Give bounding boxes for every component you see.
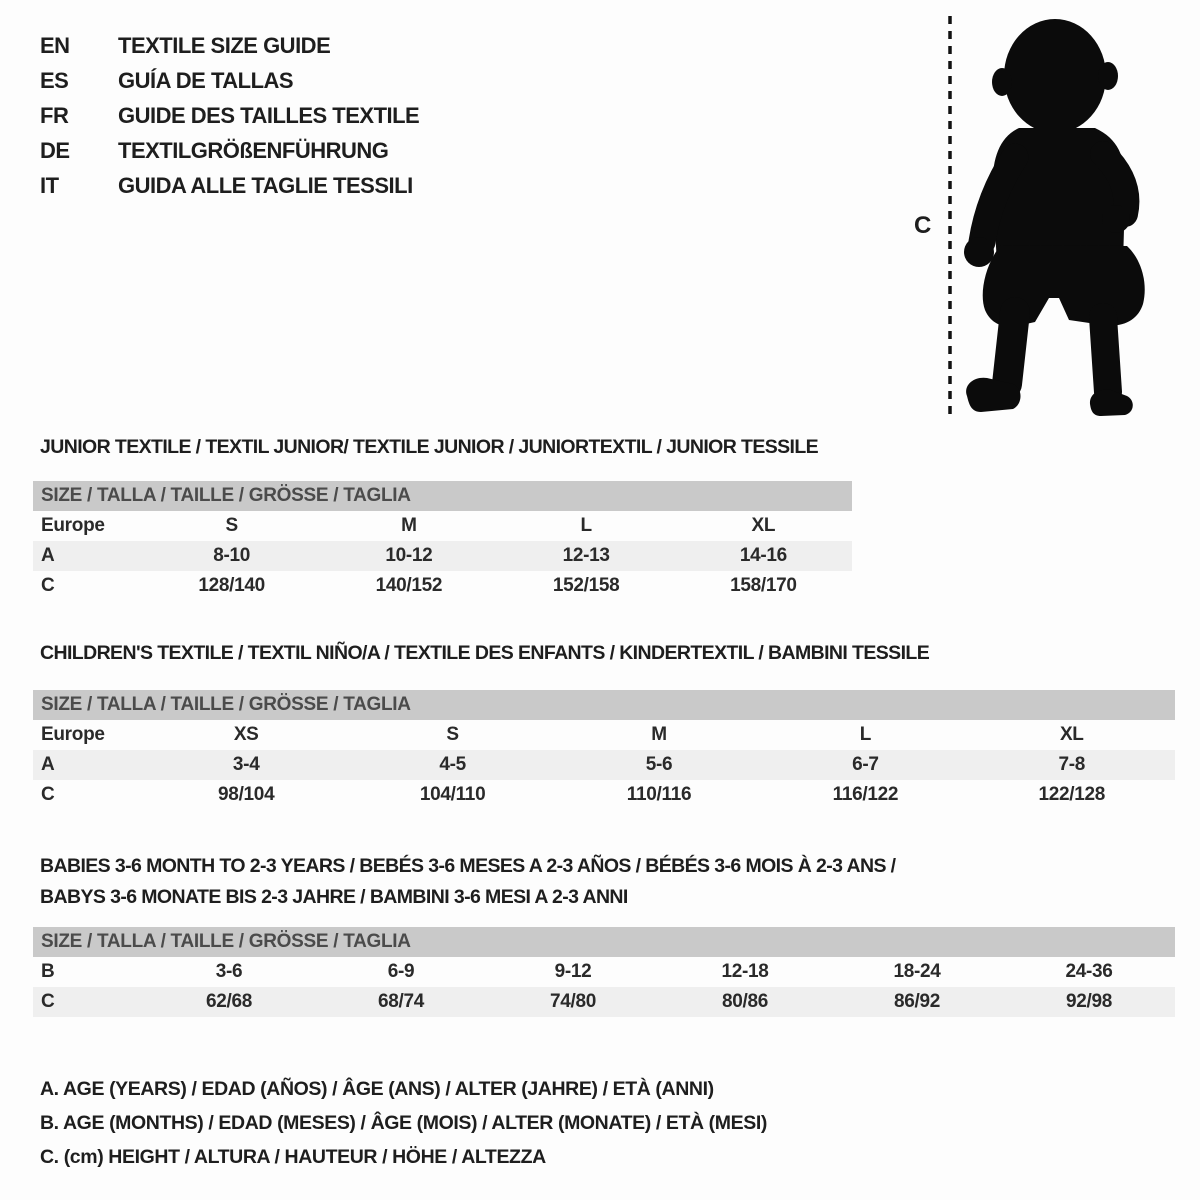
- cell: M: [401, 515, 417, 536]
- legend-line-b: B. AGE (MONTHS) / EDAD (MESES) / ÂGE (MO…: [40, 1112, 767, 1134]
- junior-size-table: SIZE / TALLA / TAILLE / GRÖSSE / TAGLIA …: [33, 481, 852, 601]
- language-row: DE TEXTILGRÖßENFÜHRUNG: [40, 133, 419, 168]
- legend-line-a: A. AGE (YEARS) / EDAD (AÑOS) / ÂGE (ANS)…: [40, 1078, 714, 1100]
- language-title: TEXTILE SIZE GUIDE: [118, 32, 331, 58]
- row-label: C: [41, 575, 55, 596]
- language-row: ES GUÍA DE TALLAS: [40, 63, 419, 98]
- table-row: A 3-4 4-5 5-6 6-7 7-8: [33, 750, 1175, 780]
- table-row: C 128/140 140/152 152/158 158/170: [33, 571, 852, 601]
- language-row: FR GUIDE DES TAILLES TEXTILE: [40, 98, 420, 133]
- table-row: A 8-10 10-12 12-13 14-16: [33, 541, 852, 571]
- cell: XL: [1059, 724, 1084, 745]
- babies-size-table: SIZE / TALLA / TAILLE / GRÖSSE / TAGLIA …: [33, 927, 1175, 1017]
- cell: 86/92: [893, 991, 941, 1012]
- cell: 92/98: [1065, 991, 1113, 1012]
- size-table-header: SIZE / TALLA / TAILLE / GRÖSSE / TAGLIA: [33, 481, 852, 511]
- language-code: DE: [40, 137, 70, 163]
- cell: 104/110: [419, 784, 486, 805]
- cell: L: [580, 515, 592, 536]
- legend-line-c: C. (cm) HEIGHT / ALTURA / HAUTEUR / HÖHE…: [40, 1146, 546, 1168]
- language-row: IT GUIDA ALLE TAGLIE TESSILI: [40, 168, 419, 203]
- cell: 140/152: [375, 575, 443, 596]
- section-title: JUNIOR TEXTILE / TEXTIL JUNIOR/ TEXTILE …: [40, 436, 819, 458]
- language-row: EN TEXTILE SIZE GUIDE: [40, 28, 419, 63]
- cell: 80/86: [721, 991, 769, 1012]
- language-title: GUIDE DES TAILLES TEXTILE: [118, 102, 420, 128]
- row-label: Europe: [41, 515, 105, 536]
- cell: L: [859, 724, 872, 745]
- row-label: C: [41, 991, 55, 1012]
- cell: 10-12: [385, 545, 433, 566]
- cell: S: [225, 515, 238, 536]
- language-title: GUÍA DE TALLAS: [118, 67, 294, 93]
- cell: 6-7: [852, 754, 879, 775]
- toddler-silhouette-shapes: [964, 19, 1145, 416]
- row-label: A: [41, 754, 55, 775]
- size-table-header: SIZE / TALLA / TAILLE / GRÖSSE / TAGLIA: [33, 690, 1175, 720]
- cell: 5-6: [645, 754, 673, 775]
- cell: 3-6: [215, 961, 243, 982]
- cell: XL: [751, 515, 776, 536]
- measurement-legend: A. AGE (YEARS) / EDAD (AÑOS) / ÂGE (ANS)…: [40, 1072, 767, 1174]
- cell: 14-16: [739, 545, 787, 566]
- cell: 158/170: [730, 575, 797, 596]
- cell: 8-10: [213, 545, 251, 566]
- height-dashed-line: [948, 16, 952, 416]
- language-code: FR: [40, 102, 69, 128]
- cell: XS: [233, 724, 259, 745]
- cell: M: [651, 724, 667, 745]
- section-childrens-textile: CHILDREN'S TEXTILE / TEXTIL NIÑO/A / TEX…: [33, 642, 1175, 810]
- cell: 24-36: [1065, 961, 1113, 982]
- cell: 110/116: [626, 784, 692, 805]
- cell: 152/158: [552, 575, 620, 596]
- cell: S: [446, 724, 459, 745]
- section-title-line2: BABYS 3-6 MONATE BIS 2-3 JAHRE / BAMBINI…: [40, 886, 628, 908]
- cell: 9-12: [554, 961, 592, 982]
- table-row: B 3-6 6-9 9-12 12-18 18-24 24-36: [33, 957, 1175, 987]
- section-title: CHILDREN'S TEXTILE / TEXTIL NIÑO/A / TEX…: [40, 642, 930, 664]
- cell: 4-5: [439, 754, 466, 775]
- height-measure-label: C: [914, 212, 932, 239]
- language-title: TEXTILGRÖßENFÜHRUNG: [118, 137, 389, 163]
- section-junior-textile: JUNIOR TEXTILE / TEXTIL JUNIOR/ TEXTILE …: [33, 436, 852, 601]
- row-label: C: [41, 784, 55, 805]
- language-list: EN TEXTILE SIZE GUIDE ES GUÍA DE TALLAS …: [40, 28, 420, 203]
- toddler-silhouette-icon: [964, 19, 1145, 416]
- cell: 68/74: [377, 991, 425, 1012]
- language-code: EN: [40, 32, 70, 58]
- table-row: C 98/104 104/110 110/116 116/122 122/128: [33, 780, 1175, 810]
- section-babies-textile: BABIES 3-6 MONTH TO 2-3 YEARS / BEBÉS 3-…: [33, 851, 1175, 1017]
- language-title: GUIDA ALLE TAGLIE TESSILI: [118, 172, 413, 198]
- cell: 62/68: [205, 991, 253, 1012]
- table-row: C 62/68 68/74 74/80 80/86 86/92 92/98: [33, 987, 1175, 1017]
- size-table-header: SIZE / TALLA / TAILLE / GRÖSSE / TAGLIA: [33, 927, 1175, 957]
- section-title: BABIES 3-6 MONTH TO 2-3 YEARS / BEBÉS 3-…: [33, 851, 1175, 913]
- cell: 74/80: [549, 991, 597, 1012]
- section-title-line1: BABIES 3-6 MONTH TO 2-3 YEARS / BEBÉS 3-…: [40, 855, 896, 877]
- cell: 6-9: [387, 961, 415, 982]
- row-label: A: [41, 545, 55, 566]
- language-code: IT: [40, 172, 59, 198]
- language-code: ES: [40, 67, 69, 93]
- cell: 122/128: [1038, 784, 1106, 805]
- cell: 7-8: [1058, 754, 1086, 775]
- cell: 12-13: [562, 545, 610, 566]
- cell: 12-18: [721, 961, 769, 982]
- row-label: Europe: [41, 724, 105, 745]
- cell: 128/140: [198, 575, 265, 596]
- children-size-table: SIZE / TALLA / TAILLE / GRÖSSE / TAGLIA …: [33, 690, 1175, 810]
- cell: 116/122: [832, 784, 899, 805]
- table-row: Europe XS S M L XL: [33, 720, 1175, 750]
- cell: 3-4: [232, 754, 260, 775]
- row-label: B: [41, 961, 55, 982]
- table-row: Europe S M L XL: [33, 511, 852, 541]
- cell: 98/104: [218, 784, 275, 805]
- cell: 18-24: [893, 961, 941, 982]
